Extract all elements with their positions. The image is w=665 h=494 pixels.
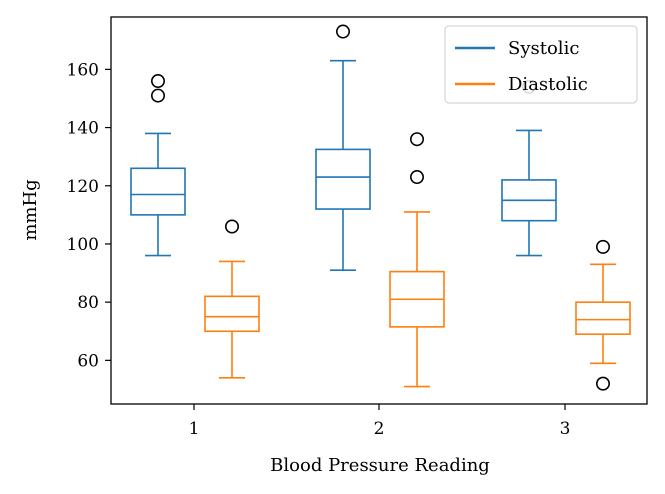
y-tick-label: 140 [67,119,99,139]
box-iqr [204,295,260,333]
legend: Systolic Diastolic [444,25,638,104]
box-diastolic-2 [389,132,445,388]
box-diastolic-1 [204,219,260,379]
outlier-point [151,74,166,89]
legend-label-systolic: Systolic [508,38,579,59]
outlier-point [151,88,166,103]
x-tick-label: 2 [374,419,385,439]
box-iqr [315,148,371,210]
outlier-point [409,132,424,147]
box-iqr [575,301,631,335]
legend-label-diastolic: Diastolic [508,74,588,95]
y-tick-label: 160 [67,60,99,80]
outlier-point [409,170,424,185]
x-tick-label: 1 [189,419,200,439]
box-iqr [130,167,186,216]
outlier-point [335,24,350,39]
y-tick-label: 80 [77,293,99,313]
box-systolic-3 [501,79,557,257]
box-systolic-1 [130,74,186,257]
y-tick-label: 100 [67,235,99,255]
y-tick-label: 60 [77,351,99,371]
box-systolic-2 [315,24,371,271]
outlier-point [595,376,610,391]
axes: 60 80 100 120 140 160 1 2 3 [67,16,648,439]
box-diastolic-3 [575,239,631,391]
x-axis-label: Blood Pressure Reading [270,455,490,476]
plot-area [130,24,631,391]
y-tick-label: 120 [67,177,99,197]
y-axis-label: mmHg [20,179,41,240]
outlier-point [225,219,240,234]
outlier-point [595,239,610,254]
x-tick-label: 3 [560,419,571,439]
